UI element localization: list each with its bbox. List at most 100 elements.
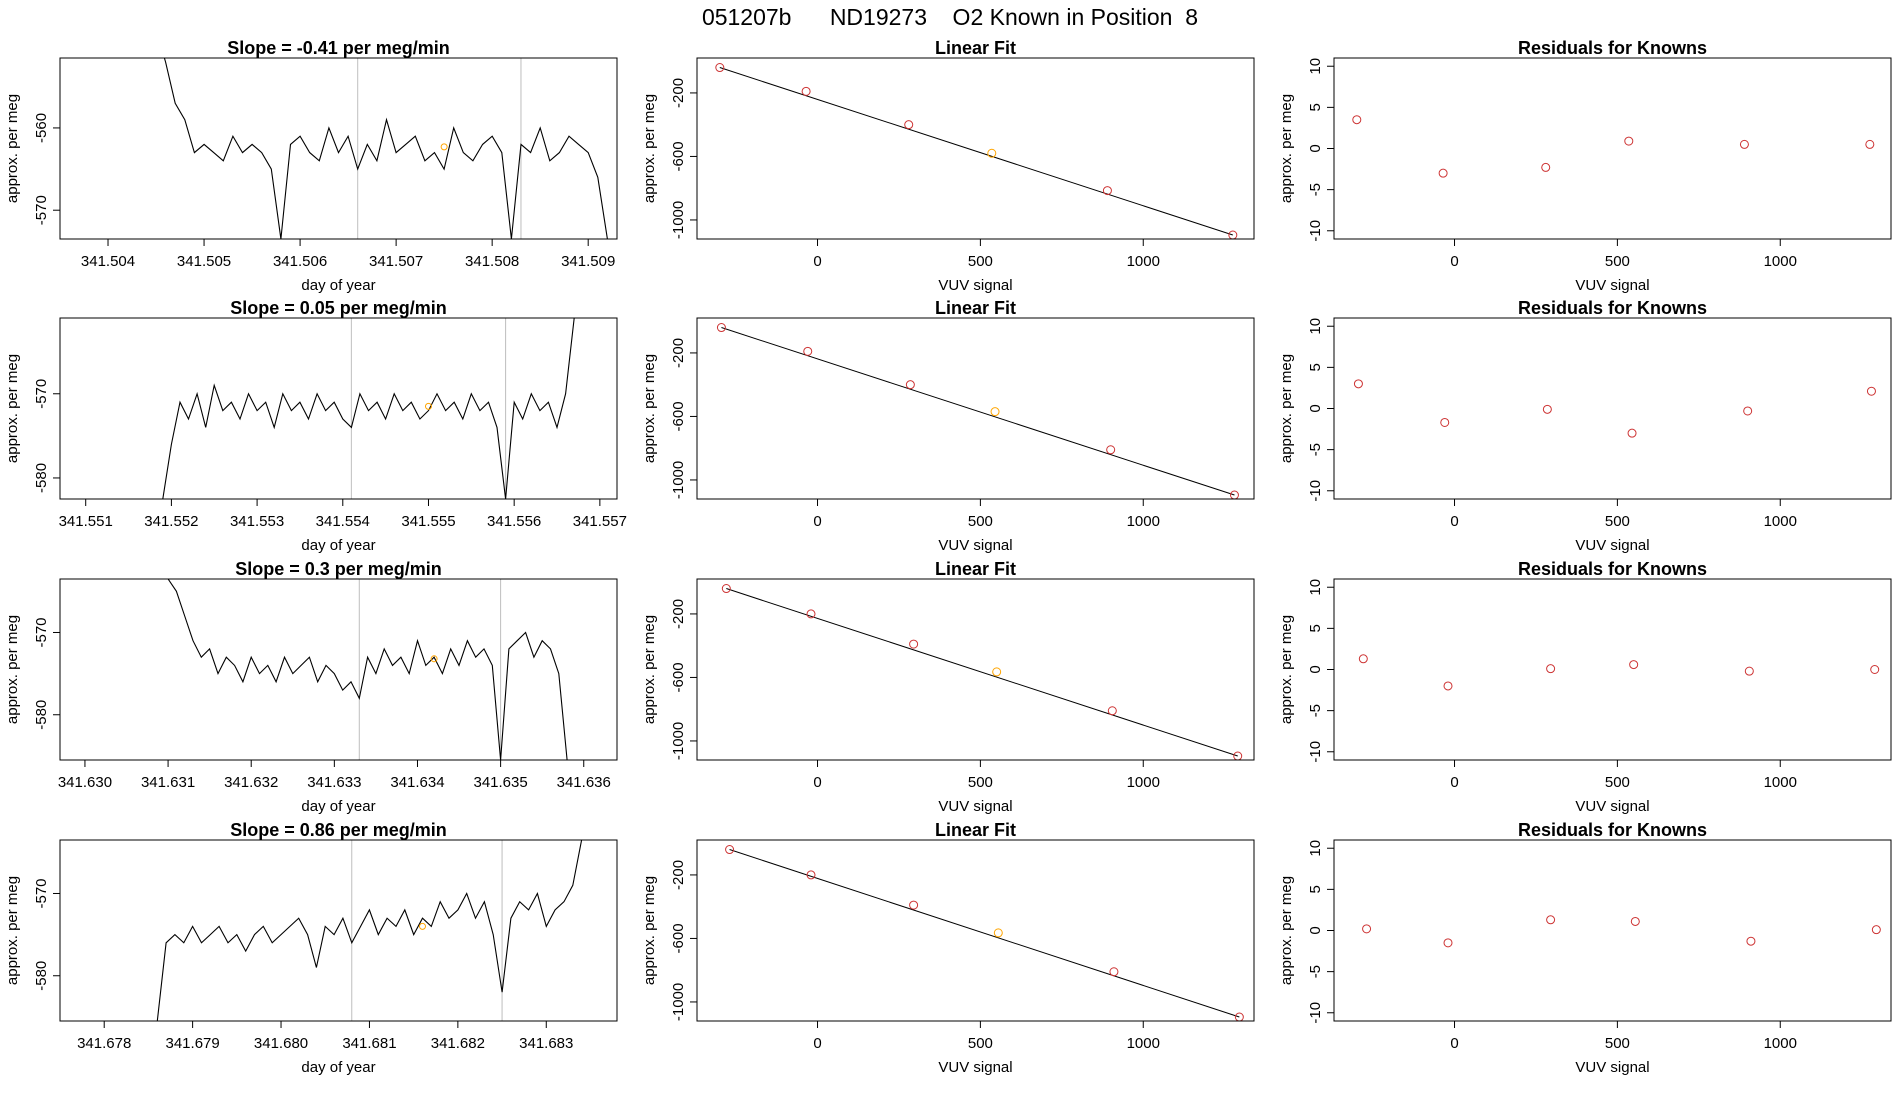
- data-point: [1743, 406, 1753, 416]
- y-tick-label: -570: [33, 195, 50, 225]
- y-axis-label: approx. per meg: [4, 94, 21, 203]
- y-tick-label: -5: [1307, 183, 1324, 196]
- y-tick-label: -5: [1307, 443, 1324, 456]
- highlight-point: [987, 148, 997, 158]
- x-tick-label: 341.557: [573, 513, 627, 530]
- panel-12: Residuals for Knowns VUV signal approx. pe…: [1278, 820, 1892, 1076]
- panel-10: Slope = 0.86 per meg/min day of year appro…: [4, 820, 618, 1076]
- y-axis-label: approx. per meg: [1278, 94, 1295, 203]
- y-tick-label: -580: [33, 700, 50, 730]
- data-point: [905, 380, 915, 390]
- plot-area: [1353, 379, 1876, 438]
- y-tick-label: -1000: [670, 722, 687, 760]
- y-tick-label: -570: [33, 617, 50, 647]
- y-tick-label: -5: [1307, 704, 1324, 717]
- highlight-point: [990, 407, 1000, 417]
- highlight-point: [440, 143, 448, 151]
- plot-frame: [696, 317, 1255, 500]
- x-tick-label: 1000: [1764, 513, 1797, 530]
- plot-area: [1358, 654, 1880, 691]
- plot-area: [156, 840, 583, 1021]
- panel-title: Linear Fit: [935, 38, 1016, 58]
- y-tick-label: -10: [1307, 480, 1324, 502]
- y-tick-label: -570: [33, 379, 50, 409]
- x-axis-label: VUV signal: [1575, 537, 1649, 554]
- data-point: [1352, 115, 1362, 125]
- y-tick-label: -1000: [670, 983, 687, 1021]
- x-tick-label: 341.556: [487, 513, 541, 530]
- panel-title: Residuals for Knowns: [1518, 38, 1707, 58]
- y-tick-label: -600: [670, 141, 687, 171]
- y-tick-label: -200: [670, 599, 687, 629]
- x-axis-label: day of year: [301, 277, 375, 294]
- data-point: [1629, 660, 1639, 670]
- data-point: [721, 584, 731, 594]
- panel-9: Residuals for Knowns VUV signal approx. pe…: [1278, 559, 1892, 815]
- panel-8: Linear Fit VUV signal approx. per meg 0 500 1…: [641, 559, 1255, 815]
- x-axis-label: VUV signal: [938, 277, 1012, 294]
- x-axis-label: VUV signal: [1575, 277, 1649, 294]
- x-tick-label: 341.504: [81, 253, 135, 270]
- plot-frame: [1333, 317, 1892, 500]
- panel-title: Slope = 0.3 per meg/min: [235, 559, 442, 579]
- x-tick-label: 341.680: [254, 1035, 308, 1052]
- data-point: [1440, 417, 1450, 427]
- plot-frame: [1333, 578, 1892, 761]
- x-tick-label: 1000: [1127, 774, 1160, 791]
- plot-area: [162, 318, 575, 499]
- data-point: [725, 845, 735, 855]
- data-point: [1739, 139, 1749, 149]
- data-point: [1233, 751, 1243, 760]
- x-tick-label: 341.632: [224, 774, 278, 791]
- data-point: [1541, 162, 1551, 172]
- panel-title: Slope = -0.41 per meg/min: [227, 38, 450, 58]
- x-tick-label: 341.678: [77, 1035, 131, 1052]
- plot-frame: [59, 317, 618, 500]
- y-axis-label: approx. per meg: [641, 94, 658, 203]
- data-point: [1443, 681, 1453, 691]
- data-point: [1546, 915, 1556, 925]
- data-point: [1866, 386, 1876, 396]
- data-point: [1870, 665, 1880, 674]
- data-point: [1443, 938, 1453, 948]
- y-axis-label: approx. per meg: [1278, 354, 1295, 463]
- plot-area: [725, 845, 1244, 1021]
- plot-frame: [59, 839, 618, 1022]
- y-axis-label: approx. per meg: [1278, 615, 1295, 724]
- x-tick-label: 1000: [1127, 1035, 1160, 1052]
- data-point: [1107, 706, 1117, 716]
- data-point: [1229, 490, 1239, 499]
- data-point: [1627, 428, 1637, 438]
- panel-7: Slope = 0.3 per meg/min day of year approx…: [4, 559, 618, 815]
- fit-line: [719, 67, 1233, 236]
- panel-3: Residuals for Knowns VUV signal approx. pe…: [1278, 38, 1892, 294]
- y-tick-label: 5: [1307, 363, 1324, 371]
- highlight-point: [418, 922, 426, 930]
- data-trace: [162, 318, 575, 499]
- y-tick-label: -1000: [670, 461, 687, 499]
- plot-area: [167, 579, 568, 760]
- panel-5: Linear Fit VUV signal approx. per meg 0 500 1…: [641, 298, 1255, 554]
- x-tick-label: 341.634: [390, 774, 444, 791]
- x-tick-label: 341.681: [342, 1035, 396, 1052]
- x-tick-label: 341.635: [473, 774, 527, 791]
- y-tick-label: 5: [1307, 103, 1324, 111]
- highlight-point: [430, 655, 438, 663]
- panel-2: Linear Fit VUV signal approx. per meg 0 500 1…: [641, 38, 1255, 294]
- y-axis-label: approx. per meg: [4, 354, 21, 463]
- x-tick-label: 1000: [1764, 1035, 1797, 1052]
- y-axis-label: approx. per meg: [641, 354, 658, 463]
- x-axis-label: day of year: [301, 798, 375, 815]
- x-tick-label: 0: [813, 1035, 821, 1052]
- data-point: [715, 63, 725, 73]
- y-tick-label: 0: [1307, 144, 1324, 152]
- data-point: [716, 323, 726, 333]
- panel-title: Slope = 0.05 per meg/min: [230, 298, 447, 318]
- data-point: [1234, 1012, 1244, 1021]
- plot-frame: [696, 57, 1255, 240]
- y-tick-label: -200: [670, 78, 687, 108]
- panel-4: Slope = 0.05 per meg/min day of year appro…: [4, 298, 627, 554]
- x-tick-label: 500: [968, 1035, 993, 1052]
- x-tick-label: 341.553: [230, 513, 284, 530]
- x-tick-label: 341.682: [431, 1035, 485, 1052]
